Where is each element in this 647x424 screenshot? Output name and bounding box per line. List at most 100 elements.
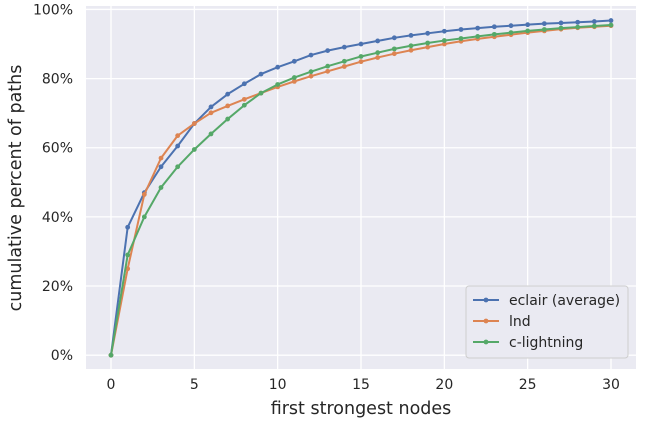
y-tick-label: 80% [42,72,73,88]
data-point [191,121,197,126]
data-point [508,30,514,36]
data-point [191,147,197,152]
legend-label: lnd [509,314,531,330]
legend: eclair (average) lnd c-lightning [465,285,629,359]
data-point [391,51,397,57]
data-point [325,68,331,74]
series-2 [108,22,614,358]
data-point [358,54,364,59]
data-point [458,36,464,41]
data-point [125,252,131,258]
data-point [208,104,214,110]
legend-marker [483,339,489,345]
data-point [475,34,481,39]
x-tick-labels: 0 5 10 15 20 25 30 [107,377,620,393]
data-point [158,155,164,161]
data-point [308,52,314,58]
data-point [541,27,547,32]
data-point [575,19,581,25]
legend-marker [483,318,489,324]
x-tick-label: 10 [269,377,287,393]
y-tick-label: 0% [51,348,73,364]
x-axis-label: first strongest nodes [271,399,452,419]
data-point [258,90,264,96]
data-point [291,75,297,80]
data-point [608,22,614,28]
x-tick-label: 15 [352,377,370,393]
data-point [525,28,531,34]
data-point [441,41,447,47]
data-point [275,82,281,87]
data-point [158,185,164,190]
data-point [258,71,264,77]
data-point [408,43,414,49]
data-point [591,19,597,24]
y-tick-labels: 0% 20% 40% 60% 80% 100% [33,2,73,364]
data-point [591,23,597,29]
y-axis-label: cumulative percent of paths [6,65,26,312]
data-point [408,47,414,53]
data-point [491,24,497,30]
data-point [325,48,331,53]
x-tick-label: 30 [602,377,620,393]
data-point [341,64,347,69]
data-point [375,38,381,44]
data-point [108,352,114,358]
data-point [508,23,514,29]
legend-label: c-lightning [509,335,583,351]
data-point [391,46,397,52]
data-point [308,69,314,75]
data-point [158,164,164,170]
data-point [241,81,247,87]
data-point [291,78,297,84]
data-point [308,73,314,79]
data-point [358,59,364,65]
data-point [141,214,147,220]
data-point [441,38,447,43]
data-point [525,22,531,28]
data-point [341,58,347,64]
data-point [175,143,181,149]
data-point [425,40,431,46]
y-tick-label: 40% [42,210,73,226]
x-tick-label: 20 [435,377,453,393]
data-point [291,58,297,64]
data-point [441,28,447,34]
data-point [358,41,364,47]
y-tick-label: 60% [42,141,73,157]
data-point [558,20,564,26]
data-point [141,192,147,197]
data-point [391,35,397,41]
data-point [341,44,347,50]
x-tick-label: 0 [107,377,116,393]
data-point [208,110,214,116]
data-point [425,44,431,50]
y-tick-label: 100% [33,2,73,18]
data-point [608,18,614,23]
data-point [325,63,331,69]
data-point [125,224,131,230]
data-point [175,133,181,139]
series-layer [108,18,614,358]
y-tick-label: 20% [42,279,73,295]
data-point [175,164,181,170]
legend-marker [483,297,489,303]
legend-item: c-lightning [473,335,583,351]
data-point [241,96,247,102]
legend-item: eclair (average) [473,293,620,309]
data-point [458,27,464,32]
data-point [275,64,281,70]
data-point [375,55,381,60]
data-point [225,91,231,97]
data-point [241,102,247,108]
legend-label: eclair (average) [509,293,620,309]
data-point [425,30,431,36]
x-tick-label: 5 [190,377,199,393]
legend-box [465,285,629,359]
data-point [575,24,581,30]
x-tick-label: 25 [519,377,537,393]
data-point [208,131,214,137]
data-point [541,21,547,27]
data-point [408,32,414,38]
